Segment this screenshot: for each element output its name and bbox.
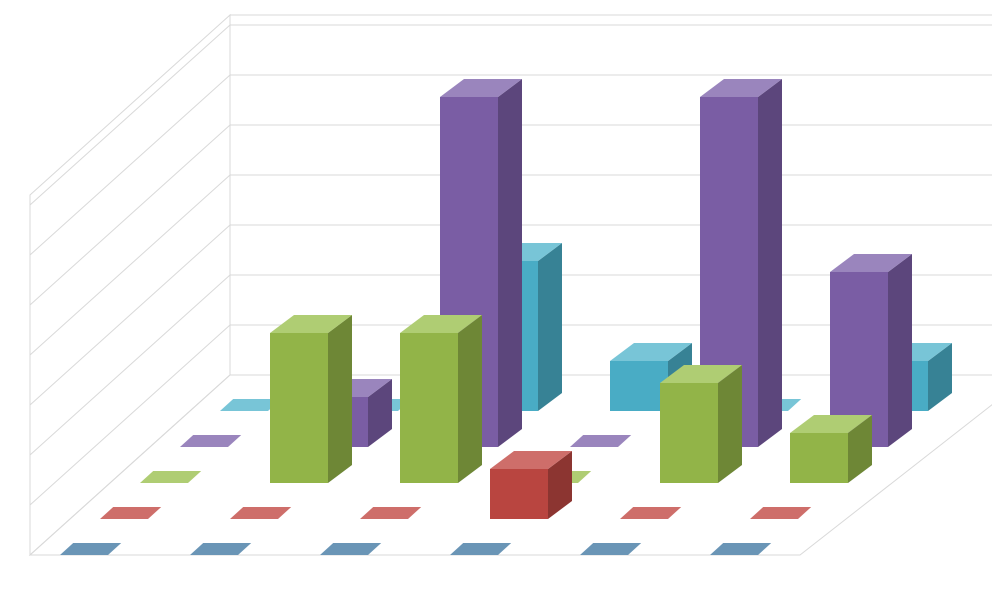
bar-side bbox=[328, 315, 352, 483]
bar-side bbox=[458, 315, 482, 483]
bar-front bbox=[660, 383, 718, 483]
chart-canvas bbox=[0, 0, 992, 595]
bar-front bbox=[270, 333, 328, 483]
bar-front bbox=[790, 433, 848, 483]
bar-side bbox=[718, 365, 742, 483]
bar-side bbox=[538, 243, 562, 411]
bar-side bbox=[758, 79, 782, 447]
bar-front bbox=[490, 469, 548, 519]
bar-side bbox=[498, 79, 522, 447]
bar-front bbox=[610, 361, 668, 411]
bar-side bbox=[888, 254, 912, 447]
bar-3d-chart bbox=[0, 0, 992, 595]
bar-front bbox=[400, 333, 458, 483]
